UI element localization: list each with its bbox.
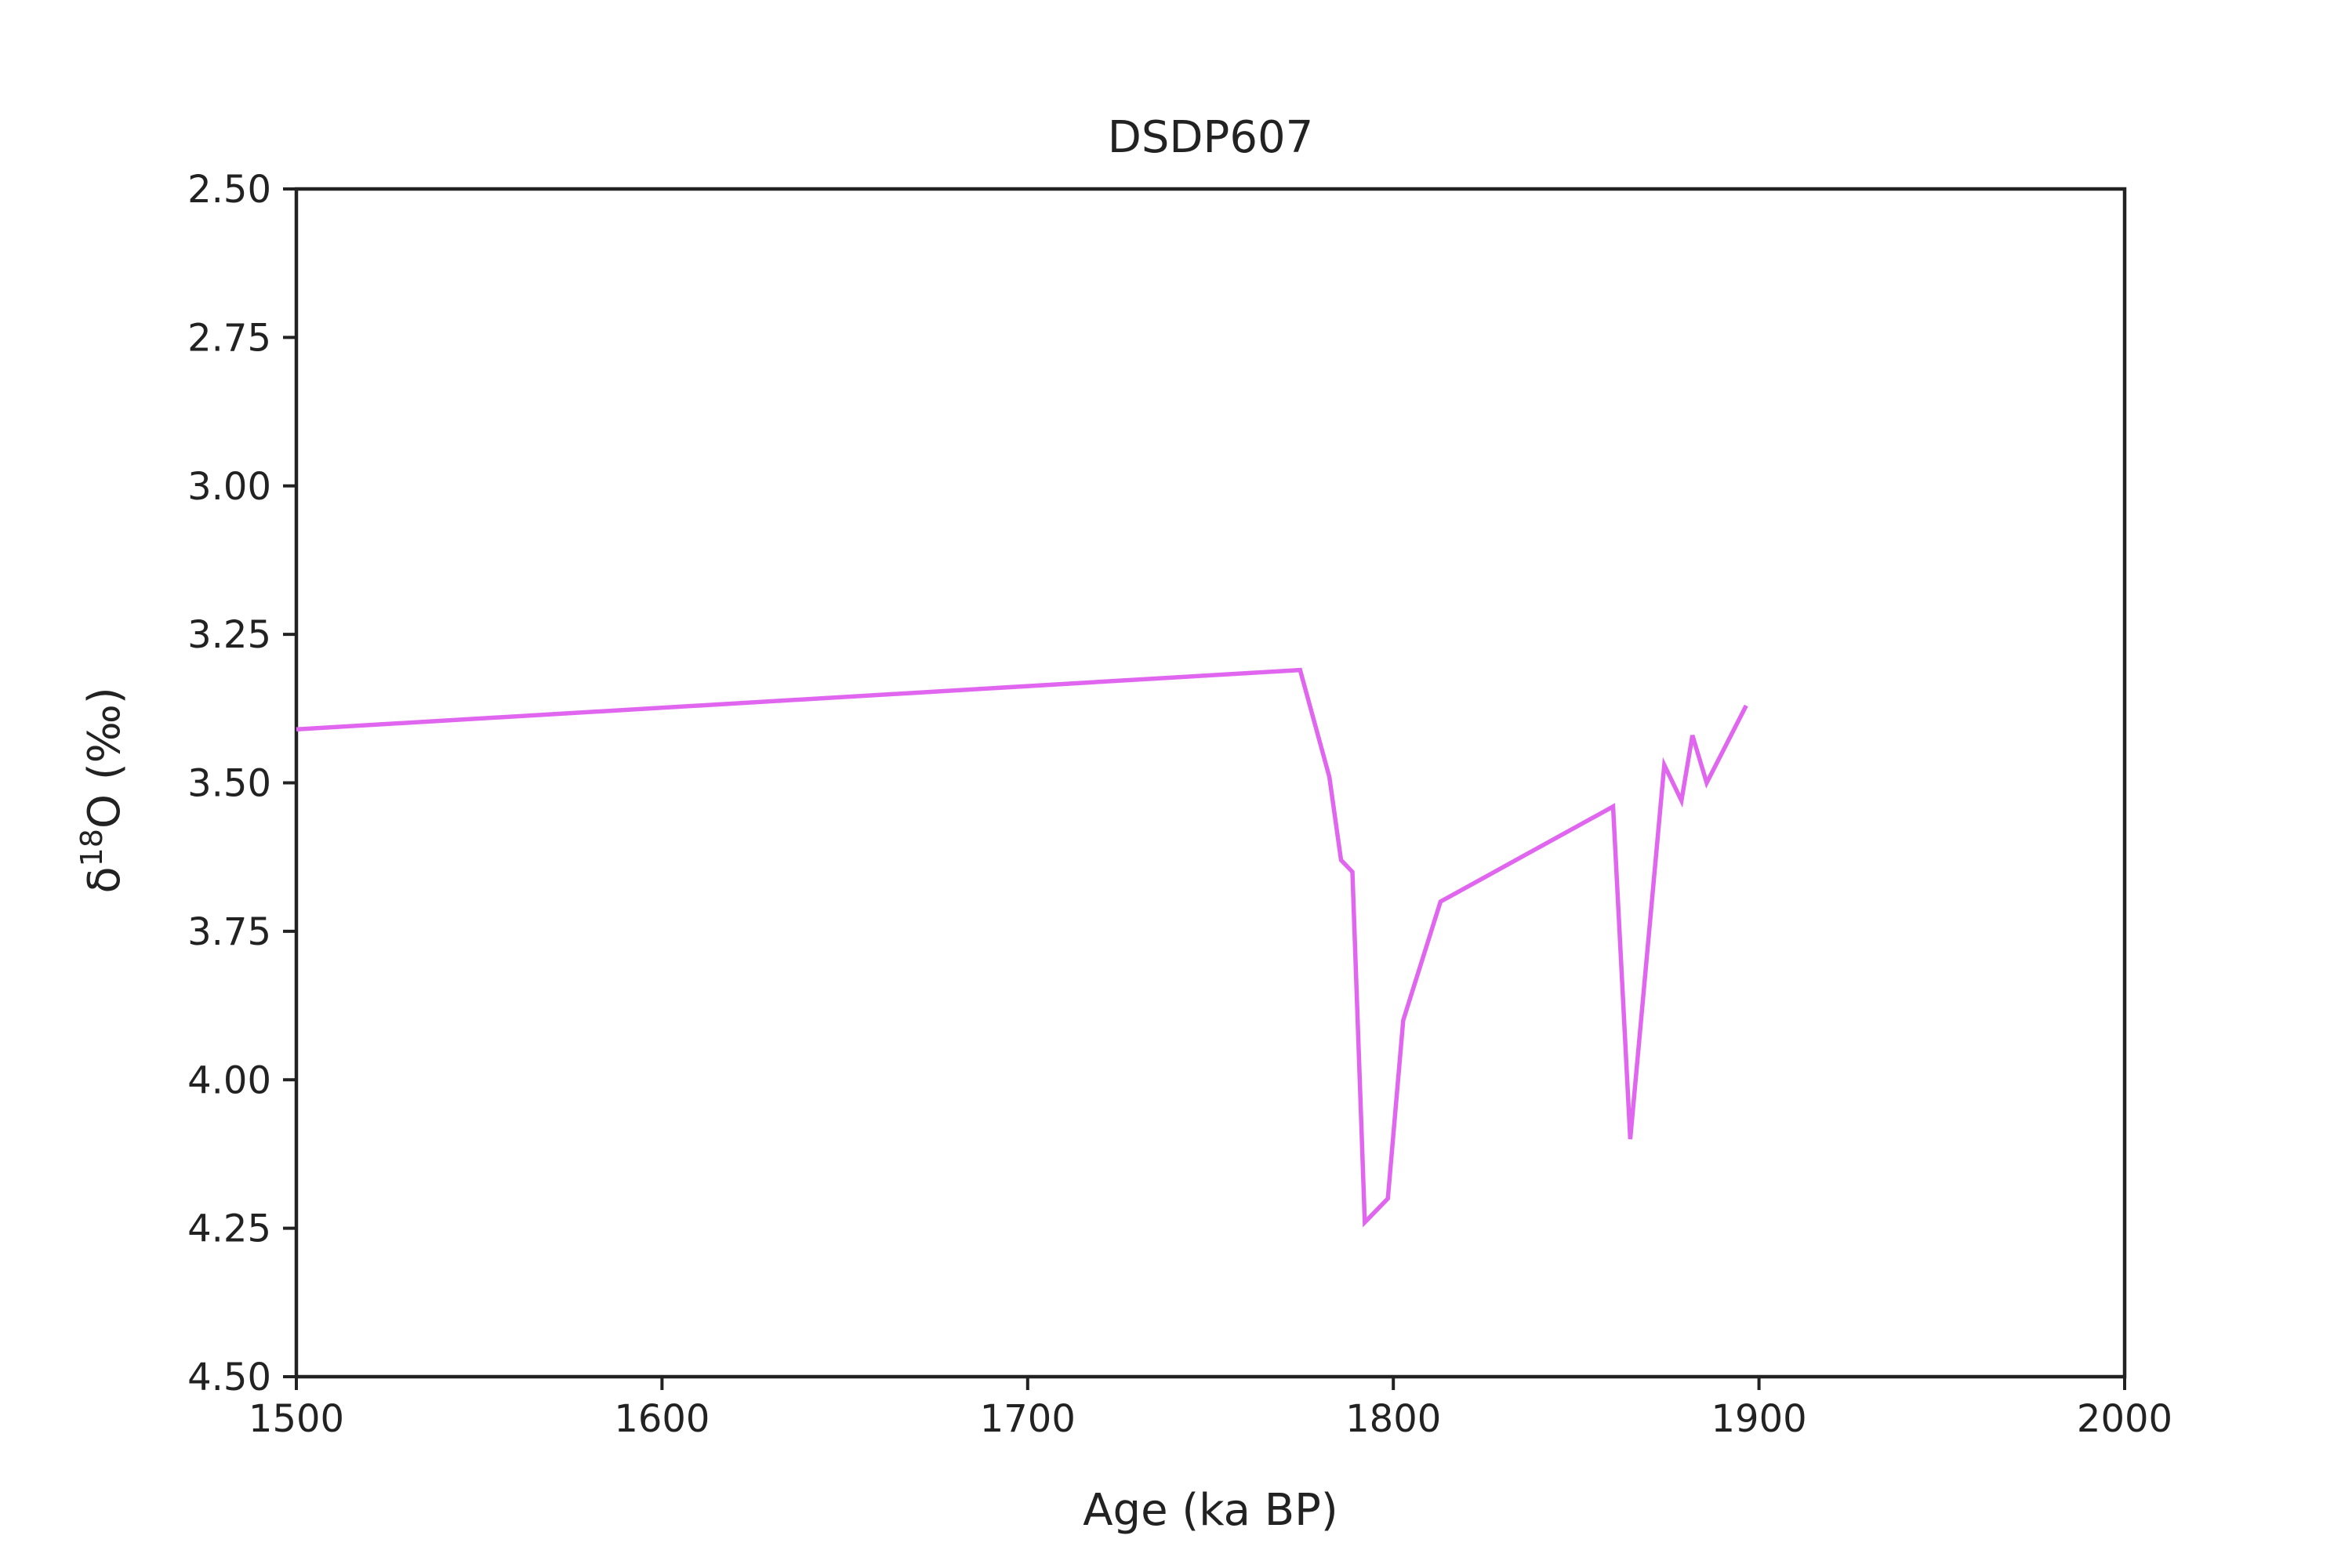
x-axis: 1500 1600 1700 1800 1900 2000 (249, 1377, 2172, 1441)
x-axis-label: Age (ka BP) (1083, 1485, 1338, 1536)
y-tick-label: 3.75 (187, 910, 271, 954)
chart-title: DSDP607 (1108, 112, 1313, 163)
x-tick-label: 1600 (614, 1397, 710, 1441)
y-tick-label: 4.25 (187, 1207, 271, 1251)
x-tick-label: 2000 (2077, 1397, 2172, 1441)
x-tick-label: 1500 (249, 1397, 344, 1441)
x-tick-label: 1900 (1711, 1397, 1807, 1441)
y-tick-label: 3.25 (187, 613, 271, 657)
y-tick-label: 2.75 (187, 316, 271, 360)
y-tick-label: 3.00 (187, 465, 271, 509)
y-tick-label: 4.50 (187, 1356, 271, 1399)
data-series (296, 667, 1748, 1228)
y-axis: 2.50 2.75 3.00 3.25 3.50 3.75 4.00 4.25 4.50 (187, 168, 296, 1399)
y-tick-label: 4.00 (187, 1058, 271, 1102)
x-tick-label: 1800 (1345, 1397, 1441, 1441)
y-axis-label-superscript: 18 (74, 829, 109, 866)
series-line (296, 667, 1748, 1228)
y-tick-label: 3.50 (187, 762, 271, 806)
y-axis-label-suffix: O (‰) (79, 687, 130, 829)
y-axis-label: δ18O (‰) (74, 687, 130, 893)
y-tick-label: 2.50 (187, 168, 271, 212)
y-axis-label-prefix: δ (79, 866, 130, 893)
x-tick-label: 1700 (980, 1397, 1076, 1441)
